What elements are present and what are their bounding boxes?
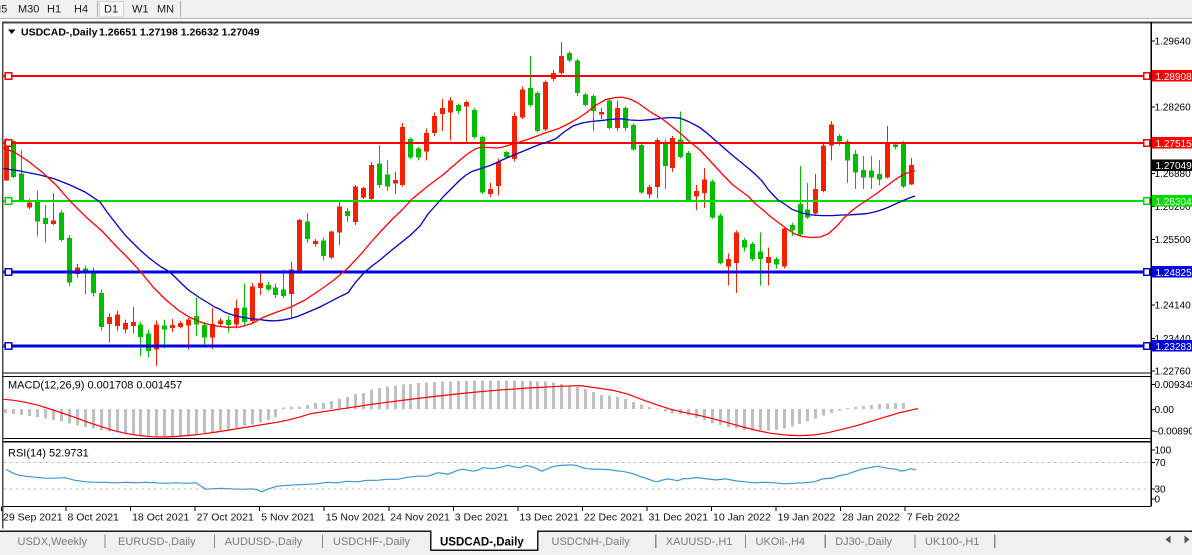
- svg-text:1.28908: 1.28908: [1156, 72, 1192, 83]
- svg-text:1.26880: 1.26880: [1155, 169, 1192, 180]
- svg-text:1.28260: 1.28260: [1155, 103, 1192, 114]
- svg-text:30: 30: [1155, 485, 1167, 496]
- svg-text:M30: M30: [18, 4, 39, 16]
- svg-text:USDCAD-,Daily: USDCAD-,Daily: [440, 537, 524, 549]
- svg-text:18 Oct 2021: 18 Oct 2021: [132, 512, 189, 524]
- svg-text:1.23440: 1.23440: [1155, 334, 1192, 345]
- svg-text:100: 100: [1155, 446, 1172, 457]
- svg-text:DJ30-,Daily: DJ30-,Daily: [835, 536, 892, 548]
- svg-text:1.25500: 1.25500: [1155, 235, 1192, 246]
- svg-text:USDX,Weekly: USDX,Weekly: [18, 536, 88, 548]
- svg-text:UK100-,H1: UK100-,H1: [925, 536, 979, 548]
- svg-text:M5: M5: [0, 4, 7, 16]
- svg-text:70: 70: [1155, 458, 1167, 469]
- svg-text:1.23283: 1.23283: [1156, 342, 1192, 353]
- svg-text:1.24140: 1.24140: [1155, 301, 1192, 312]
- svg-text:EURUSD-,Daily: EURUSD-,Daily: [118, 536, 196, 548]
- svg-text:1.27049: 1.27049: [1156, 161, 1192, 172]
- svg-text:-0.008902: -0.008902: [1155, 427, 1192, 438]
- svg-text:5 Nov 2021: 5 Nov 2021: [261, 512, 315, 524]
- svg-text:RSI(14) 52.9731: RSI(14) 52.9731: [8, 448, 89, 460]
- svg-text:28 Jan 2022: 28 Jan 2022: [842, 512, 900, 524]
- svg-text:15 Nov 2021: 15 Nov 2021: [326, 512, 386, 524]
- svg-text:USDCNH-,Daily: USDCNH-,Daily: [552, 536, 631, 548]
- svg-text:H4: H4: [74, 4, 88, 16]
- svg-text:1.26200: 1.26200: [1155, 202, 1192, 213]
- svg-text:8 Oct 2021: 8 Oct 2021: [68, 512, 120, 524]
- svg-text:1.29640: 1.29640: [1155, 37, 1192, 48]
- svg-text:27 Oct 2021: 27 Oct 2021: [197, 512, 254, 524]
- svg-text:24 Nov 2021: 24 Nov 2021: [390, 512, 450, 524]
- svg-text:19 Jan 2022: 19 Jan 2022: [778, 512, 836, 524]
- svg-text:7 Feb 2022: 7 Feb 2022: [907, 512, 960, 524]
- svg-text:3 Dec 2021: 3 Dec 2021: [455, 512, 509, 524]
- svg-text:13 Dec 2021: 13 Dec 2021: [519, 512, 579, 524]
- svg-text:USDCHF-,Daily: USDCHF-,Daily: [333, 536, 411, 548]
- svg-text:1.22760: 1.22760: [1155, 367, 1192, 378]
- svg-text:USDCAD-,Daily: USDCAD-,Daily: [21, 27, 98, 39]
- svg-text:W1: W1: [132, 4, 149, 16]
- svg-text:29 Sep 2021: 29 Sep 2021: [3, 512, 63, 524]
- svg-text:1.26304: 1.26304: [1156, 197, 1192, 208]
- svg-text:XAUUSD-,H1: XAUUSD-,H1: [666, 536, 733, 548]
- svg-text:10 Jan 2022: 10 Jan 2022: [713, 512, 771, 524]
- svg-text:D1: D1: [104, 4, 118, 16]
- svg-text:0.009345: 0.009345: [1155, 380, 1192, 391]
- svg-text:UKOil-,H4: UKOil-,H4: [756, 536, 806, 548]
- svg-text:0: 0: [1155, 495, 1161, 506]
- svg-text:1.26651 1.27198 1.26632 1.2704: 1.26651 1.27198 1.26632 1.27049: [99, 27, 260, 39]
- svg-text:AUDUSD-,Daily: AUDUSD-,Daily: [225, 536, 303, 548]
- svg-text:0.00: 0.00: [1155, 405, 1175, 416]
- svg-text:1.24825: 1.24825: [1156, 268, 1192, 279]
- svg-text:31 Dec 2021: 31 Dec 2021: [649, 512, 709, 524]
- svg-text:22 Dec 2021: 22 Dec 2021: [584, 512, 644, 524]
- svg-text:MACD(12,26,9) 0.001708 0.00145: MACD(12,26,9) 0.001708 0.001457: [8, 380, 182, 392]
- svg-text:1.27515: 1.27515: [1156, 139, 1192, 150]
- svg-text:H1: H1: [47, 4, 61, 16]
- svg-text:MN: MN: [157, 4, 174, 16]
